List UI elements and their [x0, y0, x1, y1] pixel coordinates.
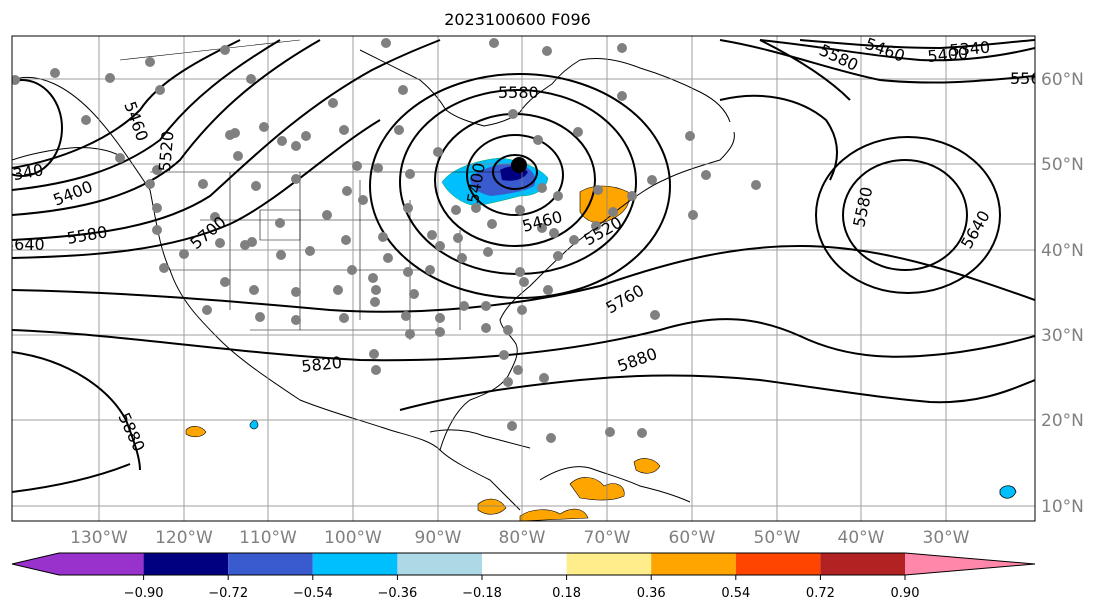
contour-label: 5520 [155, 130, 177, 172]
colorbar-swatch [312, 553, 398, 575]
lat-label: 20°N [1041, 411, 1084, 431]
lon-label: 40°W [838, 528, 885, 548]
colorbar-tick-label: 0.36 [637, 586, 666, 601]
lon-label: 60°W [669, 528, 716, 548]
lon-label: 90°W [415, 528, 462, 548]
borders [119, 39, 500, 340]
contour-label: 5400 [927, 44, 969, 66]
lon-label: 100°W [324, 528, 382, 548]
colorbar-tick-label: −0.90 [124, 586, 164, 601]
colorbar-swatch [651, 553, 736, 575]
map-frame [11, 35, 1036, 522]
lon-label: 50°W [754, 528, 801, 548]
contour-label: 5820 [300, 353, 342, 376]
contour-label: 556 [1010, 69, 1041, 88]
lon-label: 80°W [499, 528, 546, 548]
colorbar-tick-label: −0.18 [462, 586, 502, 601]
colorbar-tick-label: 0.54 [721, 586, 750, 601]
lat-label: 60°N [1041, 70, 1084, 90]
colorbar-swatch [397, 553, 482, 575]
lon-label: 70°W [584, 528, 631, 548]
lat-label: 40°N [1041, 241, 1084, 261]
colorbar-tick-label: −0.36 [377, 586, 417, 601]
colorbar-extend-right [905, 553, 1035, 575]
colorbar-tick-label: −0.54 [293, 586, 333, 601]
colorbar-swatch [820, 553, 905, 575]
lon-label: 110°W [239, 528, 297, 548]
lat-label: 50°N [1041, 155, 1084, 175]
lat-label: 30°N [1041, 326, 1084, 346]
station-dots [12, 38, 761, 443]
longitude-labels: 130°W 120°W 110°W 100°W 90°W 80°W 70°W 6… [70, 528, 970, 548]
colorbar-swatch [735, 553, 821, 575]
lon-label: 130°W [70, 528, 128, 548]
map-title: 2023100600 F096 [444, 10, 591, 29]
colorbar-tick-label: 0.72 [806, 586, 835, 601]
colorbar-swatch [59, 553, 144, 575]
colorbar-tick-label: 0.90 [891, 586, 920, 601]
colorbar-outline [11, 552, 1036, 576]
colorbar-tick-label: −0.72 [208, 586, 248, 601]
coastlines [12, 49, 735, 511]
low-center-marker [511, 157, 527, 173]
latitude-labels: 60°N 50°N 40°N 30°N 20°N 10°N [1041, 70, 1084, 517]
lon-label: 30°W [923, 528, 970, 548]
grid-lines [12, 36, 1035, 521]
contour-label: 5640 [4, 235, 45, 254]
lon-label: 120°W [155, 528, 213, 548]
contour-label: 5340 [949, 38, 991, 60]
lat-label: 10°N [1041, 497, 1084, 517]
contour-label: 5580 [498, 83, 539, 102]
colorbar-tick-label: 0.18 [552, 586, 581, 601]
colorbar-swatch [482, 553, 567, 575]
colorbar-swatch [566, 553, 652, 575]
colorbar-extend-left [12, 553, 59, 575]
colorbar-swatch [143, 553, 229, 575]
colorbar-ticks [143, 575, 906, 580]
colorbar-swatch [228, 553, 313, 575]
colorbar: −0.90 −0.72 −0.54 −0.36 −0.18 0.18 0.36 … [11, 552, 1036, 601]
